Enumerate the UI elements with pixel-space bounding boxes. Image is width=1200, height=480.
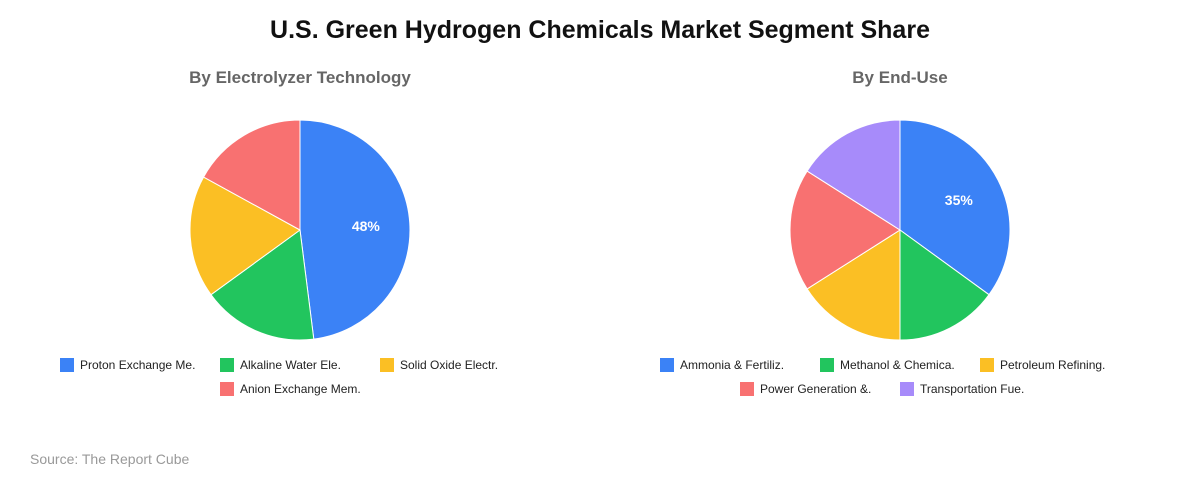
pie-slice-transportation-fue — [806, 119, 901, 231]
legend-swatch — [820, 358, 834, 372]
legend-swatch — [980, 358, 994, 372]
pie-chart-electrolyzer-technology: 48% — [189, 119, 411, 341]
legend-label: Ammonia & Fertiliz. — [680, 358, 785, 372]
chart-title: U.S. Green Hydrogen Chemicals Market Seg… — [270, 16, 930, 44]
legend-swatch — [60, 358, 74, 372]
legend-label: Petroleum Refining. — [1000, 358, 1106, 372]
legend-swatch — [220, 358, 234, 372]
legend-swatch — [220, 382, 234, 396]
legend-item-proton-exchange-me: Proton Exchange Me. — [60, 358, 220, 372]
pie-title-electrolyzer-technology: By Electrolyzer Technology — [189, 68, 411, 87]
pie-slice-proton-exchange-me — [299, 119, 411, 340]
pie-slice-methanol-chemica — [899, 229, 990, 341]
pie-panel-electrolyzer-technology: By Electrolyzer Technology 48% Proton Ex… — [0, 60, 600, 420]
legend-item-methanol-chemica: Methanol & Chemica. — [820, 358, 980, 372]
legend-item-anion-exchange-mem: Anion Exchange Mem. — [220, 382, 380, 396]
legend-swatch — [740, 382, 754, 396]
pie-slice-anion-exchange-mem — [202, 119, 301, 231]
legend-item-transportation-fue: Transportation Fue. — [900, 382, 1060, 396]
pie-panel-end-use: By End-Use 35% Ammonia & Fertiliz. Methan… — [600, 60, 1200, 420]
legend-item-power-generation: Power Generation &. — [740, 382, 900, 396]
pie-slice-petroleum-refining — [806, 229, 901, 341]
pie-slice-ammonia-fertiliz — [899, 119, 1011, 296]
pie-data-label: 48% — [352, 218, 381, 234]
legend-end-use: Ammonia & Fertiliz. Methanol & Chemica. Pe… — [600, 358, 1200, 396]
pie-chart-end-use: 35% — [789, 119, 1011, 341]
legend-item-alkaline-water-ele: Alkaline Water Ele. — [220, 358, 380, 372]
legend-electrolyzer-technology: Proton Exchange Me. Alkaline Water Ele. So… — [0, 358, 600, 396]
legend-label: Anion Exchange Mem. — [240, 382, 361, 396]
legend-label: Power Generation &. — [760, 382, 872, 396]
legend-item-solid-oxide-electr: Solid Oxide Electr. — [380, 358, 540, 372]
legend-item-petroleum-refining: Petroleum Refining. — [980, 358, 1140, 372]
legend-label: Transportation Fue. — [920, 382, 1025, 396]
legend-label: Solid Oxide Electr. — [400, 358, 499, 372]
pie-slice-power-generation — [789, 170, 901, 290]
legend-swatch — [660, 358, 674, 372]
source-note: Source: The Report Cube — [30, 451, 190, 467]
legend-item-ammonia-fertiliz: Ammonia & Fertiliz. — [660, 358, 820, 372]
legend-swatch — [900, 382, 914, 396]
legend-label: Alkaline Water Ele. — [240, 358, 341, 372]
legend-label: Proton Exchange Me. — [80, 358, 196, 372]
pie-slice-alkaline-water-ele — [210, 229, 315, 341]
legend-label: Methanol & Chemica. — [840, 358, 955, 372]
pie-title-end-use: By End-Use — [852, 68, 948, 87]
pie-slice-solid-oxide-electr — [189, 176, 301, 296]
pie-data-label: 35% — [945, 192, 974, 208]
legend-swatch — [380, 358, 394, 372]
